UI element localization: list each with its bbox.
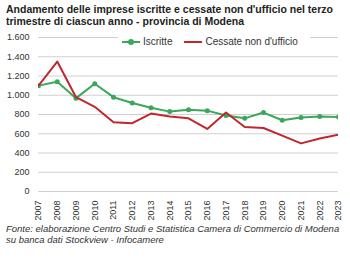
svg-text:2021: 2021 bbox=[296, 201, 306, 221]
svg-text:2018: 2018 bbox=[240, 201, 250, 221]
svg-text:1.000: 1.000 bbox=[7, 90, 30, 100]
svg-text:2023: 2023 bbox=[333, 201, 343, 221]
svg-text:2011: 2011 bbox=[108, 201, 118, 220]
svg-text:2009: 2009 bbox=[71, 201, 81, 221]
svg-text:2008: 2008 bbox=[52, 201, 62, 221]
svg-text:1.200: 1.200 bbox=[7, 71, 30, 81]
html-text:Cessate non d'ufficio: Cessate non d'ufficio bbox=[205, 36, 298, 47]
svg-text:2015: 2015 bbox=[183, 201, 193, 221]
svg-text:2014: 2014 bbox=[165, 201, 175, 221]
svg-text:2012: 2012 bbox=[127, 201, 137, 221]
svg-text:2020: 2020 bbox=[277, 201, 287, 221]
svg-text:2010: 2010 bbox=[90, 201, 100, 221]
svg-text:400: 400 bbox=[14, 148, 29, 158]
svg-text:0: 0 bbox=[24, 186, 29, 196]
svg-text:2022: 2022 bbox=[315, 201, 325, 221]
svg-text:2016: 2016 bbox=[202, 201, 212, 221]
svg-text:800: 800 bbox=[14, 109, 29, 119]
svg-text:1.600: 1.600 bbox=[7, 32, 30, 42]
svg-text:600: 600 bbox=[14, 129, 29, 139]
svg-text:2007: 2007 bbox=[33, 201, 43, 221]
svg-text:2013: 2013 bbox=[146, 201, 156, 221]
svg-text:2019: 2019 bbox=[258, 201, 268, 221]
html-text:Iscritte: Iscritte bbox=[143, 36, 173, 47]
svg-text:2017: 2017 bbox=[221, 201, 231, 221]
html-text:Fonte: elaborazione Centro Stu: Fonte: elaborazione Centro Studi e Stati… bbox=[6, 223, 340, 245]
svg-text:200: 200 bbox=[14, 167, 29, 177]
html-text:Andamento delle imprese iscrit: Andamento delle imprese iscritte e cessa… bbox=[6, 3, 333, 27]
svg-text:1.400: 1.400 bbox=[7, 52, 30, 62]
